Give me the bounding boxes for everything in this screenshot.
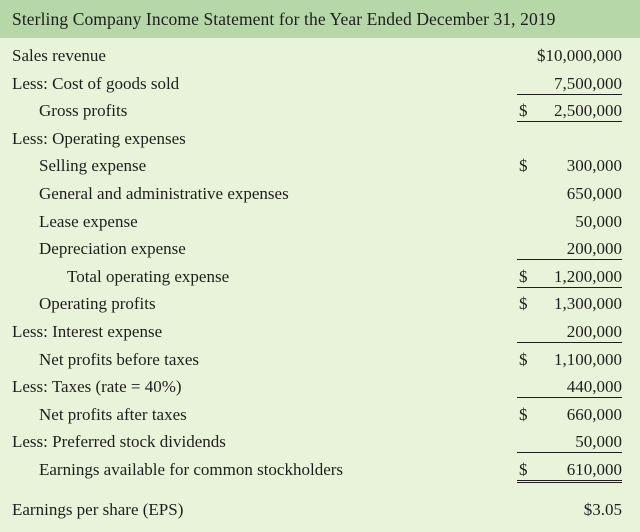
row-label: General and administrative expenses <box>39 184 289 203</box>
eps-row: Earnings per share (EPS) $3.05 <box>0 496 640 524</box>
row-amount: 650,000 <box>517 184 622 204</box>
row-amount: 50,000 <box>517 212 622 232</box>
statement-row: Operating profits $1,300,000 <box>0 290 640 318</box>
row-label: Operating profits <box>39 294 156 314</box>
statement-row: Less: Preferred stock dividends 50,000 <box>0 428 640 456</box>
statement-row: Net profits before taxes $1,100,000 <box>0 346 640 374</box>
dollar-sign: $ <box>519 266 528 286</box>
amount-value: 2,500,000 <box>554 101 622 121</box>
dollar-sign: $ <box>519 404 528 424</box>
dollar-sign: $ <box>519 460 528 479</box>
statement-row: Total operating expense $1,200,000 <box>0 263 640 291</box>
row-label: Depreciation expense <box>39 239 186 259</box>
statement-row: Net profits after taxes $660,000 <box>0 401 640 429</box>
statement-title: Sterling Company Income Statement for th… <box>12 8 556 29</box>
row-amount: 50,000 <box>517 432 622 454</box>
dollar-sign: $ <box>519 101 528 121</box>
statement-row: Less: Taxes (rate = 40%) 440,000 <box>0 373 640 401</box>
row-amount: 440,000 <box>517 377 622 399</box>
row-amount: $10,000,000 <box>517 46 622 66</box>
row-amount: 200,000 <box>517 322 622 343</box>
row-amount: $610,000 <box>517 460 622 483</box>
amount-value: 200,000 <box>566 322 622 341</box>
dollar-sign: $ <box>519 156 528 176</box>
row-amount: $660,000 <box>517 405 622 425</box>
amount-value: 50,000 <box>575 432 622 452</box>
row-amount: $1,100,000 <box>517 350 622 370</box>
amount-value: 650,000 <box>566 184 622 203</box>
dollar-sign: $ <box>519 294 528 314</box>
amount-value: $10,000,000 <box>537 46 622 65</box>
statement-row: Gross profits $2,500,000 <box>0 97 640 125</box>
statement-row: Lease expense 50,000 <box>0 208 640 236</box>
amount-value: 200,000 <box>566 239 622 259</box>
statement-row: General and administrative expenses 650,0… <box>0 180 640 208</box>
row-label: Net profits after taxes <box>39 404 187 424</box>
eps-label: Earnings per share (EPS) <box>12 499 184 519</box>
row-label: Sales revenue <box>12 46 106 65</box>
row-amount: 7,500,000 <box>517 74 622 95</box>
amount-value: 440,000 <box>566 377 622 397</box>
row-label: Earnings available for common stockholde… <box>39 460 344 479</box>
statement-row: Depreciation expense 200,000 <box>0 235 640 263</box>
row-label: Lease expense <box>39 211 138 231</box>
statement-row: Less: Operating expenses <box>0 125 640 153</box>
row-label: Less: Cost of goods sold <box>12 73 180 93</box>
statement-row: Sales revenue $10,000,000 <box>0 42 640 70</box>
statement-row: Earnings available for common stockholde… <box>0 456 640 484</box>
dollar-sign: $ <box>519 349 528 369</box>
row-amount: 200,000 <box>517 239 622 261</box>
row-label: Total operating expense <box>67 266 230 286</box>
amount-value: 1,300,000 <box>554 294 622 314</box>
row-label: Net profits before taxes <box>39 349 200 369</box>
row-label: Less: Preferred stock dividends <box>12 432 226 452</box>
amount-value: 1,100,000 <box>554 349 622 369</box>
row-label: Less: Taxes (rate = 40%) <box>12 377 182 397</box>
amount-value: 7,500,000 <box>554 73 622 93</box>
amount-value: 1,200,000 <box>554 266 622 286</box>
statement-row: Less: Interest expense 200,000 <box>0 318 640 346</box>
amount-value: 50,000 <box>575 211 622 231</box>
statement-row: Selling expense $300,000 <box>0 152 640 180</box>
row-amount: $1,200,000 <box>517 267 622 288</box>
statement-row: Less: Cost of goods sold 7,500,000 <box>0 70 640 98</box>
statement-title-bar: Sterling Company Income Statement for th… <box>0 0 640 38</box>
row-label: Selling expense <box>39 156 147 176</box>
row-amount: $300,000 <box>517 156 622 176</box>
amount-value: 660,000 <box>566 404 622 424</box>
row-label: Gross profits <box>39 101 128 121</box>
amount-value: 300,000 <box>566 156 622 176</box>
row-amount: $2,500,000 <box>517 101 622 123</box>
row-label: Less: Interest expense <box>12 322 163 341</box>
row-label: Less: Operating expenses <box>12 128 186 148</box>
amount-value: 610,000 <box>566 460 622 479</box>
row-amount: $1,300,000 <box>517 294 622 314</box>
eps-amount: $3.05 <box>583 499 622 519</box>
